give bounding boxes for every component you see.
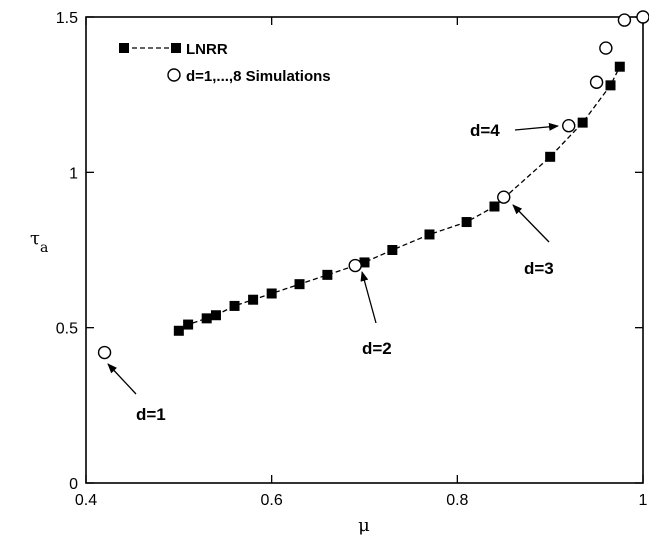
lnrr-point (489, 201, 500, 212)
y-axis-label-subscript: a (40, 240, 48, 256)
lnrr-point (201, 313, 212, 324)
annotation-d1: d=1 (107, 363, 166, 424)
lnrr-point (322, 269, 333, 280)
lnrr-point (359, 257, 370, 268)
legend-lnrr-marker-right (171, 43, 181, 53)
series-lnrr-line (178, 66, 621, 332)
lnrr-dashed-line (178, 66, 621, 332)
annotation-d4-label: d=4 (470, 121, 500, 140)
lnrr-point (387, 245, 398, 255)
y-axis-label: τ (30, 228, 40, 249)
x-tick-label: 0.4 (75, 492, 97, 509)
series-lnrr-points (173, 61, 625, 336)
legend-simulations-marker (167, 68, 181, 82)
simulation-point (589, 75, 604, 89)
lnrr-point (266, 288, 277, 299)
lnrr-point (577, 117, 588, 128)
x-tick-label: 1 (639, 492, 648, 509)
lnrr-point (229, 300, 240, 311)
lnrr-point (183, 319, 194, 330)
simulation-point (599, 41, 613, 55)
x-tick-label: 0.6 (261, 492, 283, 509)
annotation-d1-label: d=1 (136, 405, 166, 424)
lnrr-point (248, 294, 259, 305)
annotation-d1-arrow (107, 363, 137, 395)
lnrr-point (545, 151, 556, 162)
legend-lnrr-label: LNRR (186, 41, 228, 58)
legend-simulations-label: d=1,...,8 Simulations (186, 68, 331, 85)
annotation-d4-arrow (514, 122, 559, 131)
lnrr-point (461, 217, 472, 228)
annotation-d2-arrow (360, 271, 377, 324)
simulation-point (97, 345, 112, 360)
simulation-point (636, 10, 649, 24)
y-tick-label: 1.5 (56, 10, 78, 27)
annotation-d3-arrow (512, 204, 550, 243)
lnrr-point (605, 80, 616, 91)
annotation-d3: d=3 (512, 204, 554, 278)
annotation-d2-label: d=2 (362, 339, 392, 358)
x-axis-label: μ (358, 515, 370, 536)
plot-area (85, 16, 644, 484)
legend: LNRR d=1,...,8 Simulations (119, 41, 331, 85)
legend-lnrr-marker-left (119, 43, 129, 53)
simulation-point (617, 13, 632, 27)
series-simulations-points (97, 10, 649, 360)
lnrr-point (210, 310, 221, 321)
y-tick-label: 0 (69, 476, 78, 493)
y-tick-label: 1 (69, 165, 78, 182)
lnrr-point (614, 61, 625, 72)
simulation-point (497, 190, 511, 204)
simulation-point (562, 119, 576, 133)
x-tick-label: 0.8 (446, 492, 468, 509)
lnrr-point (294, 279, 305, 290)
annotation-d2: d=2 (360, 271, 392, 358)
simulation-point (348, 258, 362, 273)
annotation-d4: d=4 (470, 121, 559, 140)
lnrr-point (173, 325, 184, 336)
y-tick-label: 0.5 (56, 321, 78, 338)
annotation-d3-label: d=3 (524, 259, 554, 278)
lnrr-point (424, 229, 435, 240)
